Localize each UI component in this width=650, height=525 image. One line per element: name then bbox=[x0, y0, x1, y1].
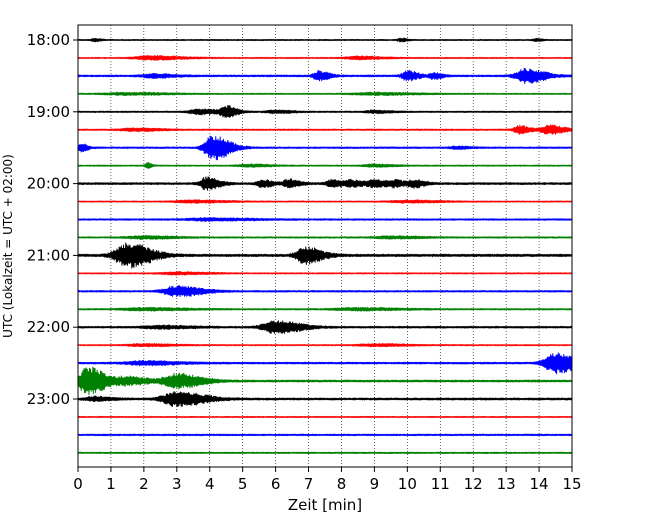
seismic-trace bbox=[77, 235, 573, 241]
seismic-trace bbox=[77, 433, 573, 437]
x-tick-label: 0 bbox=[73, 475, 83, 493]
x-tick-label: 6 bbox=[271, 475, 281, 493]
seismic-trace bbox=[77, 271, 573, 276]
seismic-trace bbox=[77, 199, 573, 204]
seismic-trace bbox=[77, 320, 573, 334]
seismic-trace bbox=[77, 176, 573, 191]
x-axis-ticks: 0 1 2 3 4 5 6 7 8 9 10 11 12 13 14 15 bbox=[73, 467, 582, 493]
y-tick-label: 23:00 bbox=[27, 390, 70, 408]
y-tick-label: 21:00 bbox=[27, 246, 70, 264]
y-tick-label: 22:00 bbox=[27, 318, 70, 336]
seismic-trace bbox=[77, 285, 573, 298]
seismic-trace bbox=[77, 54, 573, 61]
seismic-trace bbox=[77, 135, 573, 161]
x-tick-label: 5 bbox=[238, 475, 248, 493]
seismic-trace bbox=[77, 67, 573, 84]
seismic-trace bbox=[77, 242, 573, 269]
seismic-trace bbox=[77, 451, 573, 455]
seismic-trace bbox=[77, 391, 573, 408]
x-tick-label: 15 bbox=[562, 475, 581, 493]
x-tick-label: 1 bbox=[106, 475, 116, 493]
x-tick-label: 10 bbox=[398, 475, 417, 493]
x-tick-label: 7 bbox=[304, 475, 314, 493]
x-tick-label: 14 bbox=[530, 475, 549, 493]
x-tick-label: 9 bbox=[370, 475, 380, 493]
seismic-trace bbox=[77, 104, 573, 118]
seismic-trace bbox=[77, 415, 573, 419]
x-tick-label: 11 bbox=[431, 475, 450, 493]
seismic-traces bbox=[77, 37, 573, 455]
seismic-trace bbox=[77, 366, 573, 395]
y-tick-label: 18:00 bbox=[27, 31, 70, 49]
seismic-trace bbox=[77, 342, 573, 348]
seismic-trace bbox=[77, 124, 573, 135]
x-tick-label: 4 bbox=[205, 475, 215, 493]
x-tick-label: 12 bbox=[464, 475, 483, 493]
plot-frame bbox=[77, 24, 573, 468]
seismic-trace bbox=[77, 306, 573, 312]
y-axis-title: UTC (Lokalzeit = UTC + 02:00) bbox=[1, 154, 15, 338]
x-tick-label: 3 bbox=[172, 475, 182, 493]
x-tick-label: 8 bbox=[337, 475, 347, 493]
x-tick-label: 13 bbox=[497, 475, 516, 493]
seismic-trace bbox=[77, 161, 573, 170]
seismic-trace bbox=[77, 217, 573, 222]
x-axis-title: Zeit [min] bbox=[288, 496, 362, 514]
y-axis-ticks: 18:00 19:00 20:00 21:00 22:00 23:00 bbox=[27, 31, 78, 408]
y-tick-label: 20:00 bbox=[27, 175, 70, 193]
seismic-trace bbox=[77, 37, 573, 43]
y-tick-label: 19:00 bbox=[27, 103, 70, 121]
x-tick-label: 2 bbox=[139, 475, 149, 493]
seismic-trace bbox=[77, 91, 573, 97]
seismic-trace bbox=[77, 352, 573, 375]
